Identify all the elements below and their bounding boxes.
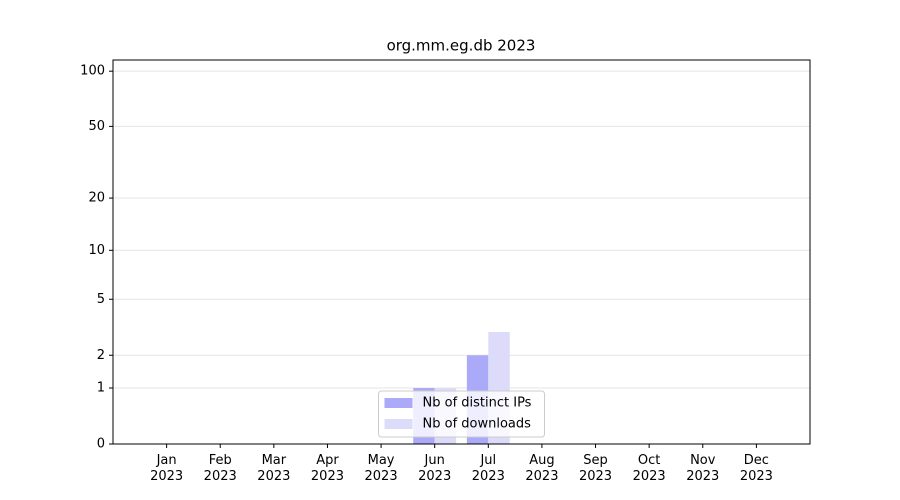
legend-label: Nb of downloads [423,417,532,432]
legend-frame [378,390,545,438]
x-tick-label: Apr 2023 [310,453,344,484]
x-tick-label: Dec 2023 [739,453,773,484]
x-tick-label: Oct 2023 [632,453,666,484]
x-tick-label: Aug 2023 [525,453,559,484]
y-tick-label: 50 [88,119,105,134]
y-tick-label: 20 [88,191,105,206]
legend-label: Nb of distinct IPs [423,396,532,411]
legend-swatch [384,398,413,408]
x-tick-label: Mar 2023 [257,453,291,484]
chart-title: org.mm.eg.db 2023 [387,37,536,55]
x-tick-label: Feb 2023 [203,453,237,484]
y-tick-label: 10 [88,243,105,258]
x-tick-label: Nov 2023 [686,453,720,484]
x-tick-label: Sep 2023 [578,453,613,484]
legend: Nb of distinct IPs Nb of downloads [378,390,545,438]
x-tick-label: Jul 2023 [471,453,505,484]
x-tick-label: Jan 2023 [150,453,184,484]
y-tick-label: 2 [97,348,105,363]
legend-swatch [384,419,413,429]
y-tick-label: 0 [97,437,105,452]
y-tick-label: 1 [97,381,105,396]
x-tick-label: Jun 2023 [418,453,452,484]
y-tick-label: 100 [80,64,105,79]
x-tick-label: May 2023 [364,453,398,484]
plot-frame [112,59,811,445]
y-tick-label: 5 [97,292,105,307]
